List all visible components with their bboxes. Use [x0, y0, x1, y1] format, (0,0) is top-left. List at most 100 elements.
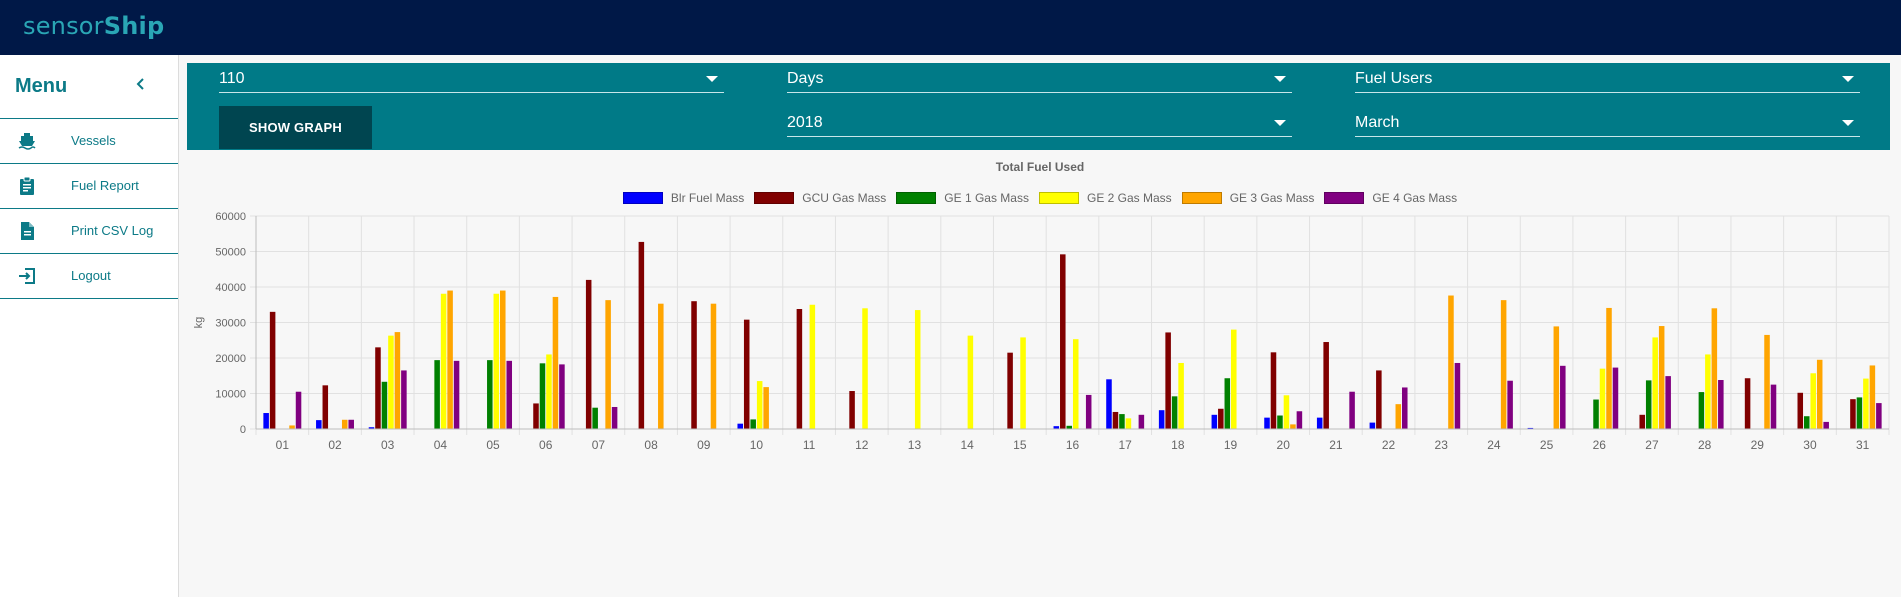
- x-tick-label: 16: [1066, 438, 1080, 452]
- bar-ge-3-gas-mass: [605, 300, 611, 429]
- bar-ge-1-gas-mass: [1593, 399, 1599, 429]
- bar-ge-2-gas-mass: [1283, 395, 1290, 429]
- bar-ge-1-gas-mass: [487, 360, 493, 429]
- sidebar-item-label: Fuel Report: [71, 178, 139, 193]
- bar-gcu-gas-mass: [691, 301, 697, 429]
- x-tick-label: 31: [1856, 438, 1870, 452]
- chart-legend: Blr Fuel Mass GCU Gas Mass GE 1 Gas Mass GE…: [179, 191, 1901, 205]
- vessel-select-value: 110: [219, 70, 245, 87]
- legend-item[interactable]: GE 2 Gas Mass: [1038, 191, 1172, 205]
- bar-blr-fuel-mass: [1527, 427, 1534, 429]
- sidebar-item-vessels[interactable]: Vessels: [0, 119, 178, 164]
- bar-ge-3-gas-mass: [1448, 295, 1454, 429]
- sidebar-item-print-csv-log[interactable]: Print CSV Log: [0, 209, 178, 254]
- bar-ge-1-gas-mass: [434, 360, 440, 429]
- bar-ge-2-gas-mass: [1705, 354, 1711, 429]
- bar-gcu-gas-mass: [322, 385, 329, 429]
- legend-swatch: [896, 192, 937, 204]
- bar-ge-3-gas-mass: [447, 290, 453, 429]
- bar-ge-1-gas-mass: [1645, 380, 1652, 429]
- bar-gcu-gas-mass: [1376, 370, 1382, 429]
- bar-ge-3-gas-mass: [1290, 424, 1296, 429]
- x-tick-label: 30: [1803, 438, 1817, 452]
- bar-ge-1-gas-mass: [1803, 416, 1810, 429]
- y-tick-label: 50000: [215, 247, 246, 259]
- bar-ge-2-gas-mass: [809, 304, 816, 429]
- bar-ge-3-gas-mass: [763, 387, 769, 429]
- legend-label: GCU Gas Mass: [802, 191, 887, 205]
- caret-down-icon: [1842, 76, 1854, 82]
- bar-ge-4-gas-mass: [1401, 387, 1408, 429]
- bar-gcu-gas-mass: [1007, 352, 1013, 429]
- month-select[interactable]: March: [1355, 107, 1860, 137]
- bar-ge-4-gas-mass: [1612, 367, 1619, 429]
- bar-ge-1-gas-mass: [1066, 425, 1073, 429]
- bar-ge-4-gas-mass: [1560, 365, 1566, 429]
- show-graph-button[interactable]: SHOW GRAPH: [219, 106, 372, 149]
- bar-ge-4-gas-mass: [1770, 384, 1777, 429]
- x-tick-label: 08: [644, 438, 658, 452]
- legend-item[interactable]: GE 4 Gas Mass: [1324, 191, 1457, 205]
- legend-swatch: [754, 192, 795, 204]
- sidebar-item-label: Logout: [71, 268, 111, 283]
- clipboard-icon: [17, 176, 37, 196]
- bar-ge-4-gas-mass: [1718, 380, 1724, 429]
- x-tick-label: 06: [539, 438, 553, 452]
- app-logo[interactable]: sensorShip: [23, 12, 164, 40]
- type-select[interactable]: Fuel Users: [1355, 63, 1860, 93]
- bar-ge-4-gas-mass: [1507, 380, 1513, 429]
- bar-ge-3-gas-mass: [1553, 326, 1560, 429]
- bar-gcu-gas-mass: [269, 311, 276, 429]
- x-tick-label: 07: [592, 438, 606, 452]
- bar-ge-4-gas-mass: [1665, 376, 1671, 429]
- x-tick-label: 10: [750, 438, 764, 452]
- y-tick-label: 20000: [215, 353, 246, 365]
- bar-blr-fuel-mass: [316, 420, 322, 429]
- legend-item[interactable]: GE 3 Gas Mass: [1181, 191, 1314, 205]
- bar-gcu-gas-mass: [1850, 399, 1856, 429]
- bar-ge-4-gas-mass: [1349, 391, 1355, 429]
- bar-ge-1-gas-mass: [1698, 392, 1705, 429]
- bar-gcu-gas-mass: [1639, 414, 1645, 429]
- caret-down-icon: [1274, 76, 1286, 82]
- menu-header: Menu: [0, 55, 178, 119]
- bar-ge-3-gas-mass: [710, 303, 717, 429]
- bar-blr-fuel-mass: [737, 423, 744, 429]
- bar-gcu-gas-mass: [1060, 254, 1066, 429]
- bar-blr-fuel-mass: [368, 427, 375, 429]
- bar-ge-4-gas-mass: [1823, 421, 1829, 429]
- chevron-left-icon[interactable]: [130, 71, 152, 97]
- bar-ge-1-gas-mass: [1171, 396, 1178, 429]
- bar-gcu-gas-mass: [849, 391, 855, 429]
- x-tick-label: 20: [1277, 438, 1291, 452]
- sidebar-item-logout[interactable]: Logout: [0, 254, 178, 299]
- legend-item[interactable]: GCU Gas Mass: [754, 191, 886, 205]
- bar-ge-1-gas-mass: [750, 419, 756, 429]
- year-select[interactable]: 2018: [787, 107, 1292, 137]
- bar-ge-3-gas-mass: [1500, 300, 1507, 429]
- bar-gcu-gas-mass: [1218, 408, 1224, 429]
- bar-ge-2-gas-mass: [914, 310, 921, 429]
- y-tick-label: 10000: [215, 389, 246, 401]
- bar-ge-2-gas-mass: [1652, 337, 1658, 429]
- legend-item[interactable]: GE 1 Gas Mass: [896, 191, 1029, 205]
- bar-blr-fuel-mass: [1158, 410, 1165, 429]
- bar-ge-1-gas-mass: [381, 381, 388, 429]
- x-tick-label: 15: [1013, 438, 1027, 452]
- sidebar-item-fuel-report[interactable]: Fuel Report: [0, 164, 178, 209]
- caret-down-icon: [1274, 120, 1286, 126]
- vessel-select[interactable]: 110: [219, 63, 724, 93]
- y-axis-label: kg: [193, 317, 205, 329]
- logo-bold-text: Ship: [103, 12, 165, 40]
- x-tick-label: 28: [1698, 438, 1712, 452]
- bar-ge-4-gas-mass: [611, 406, 618, 429]
- bar-ge-1-gas-mass: [539, 363, 546, 429]
- bar-ge-3-gas-mass: [552, 296, 559, 429]
- x-tick-label: 03: [381, 438, 395, 452]
- legend-swatch: [622, 192, 663, 204]
- legend-item[interactable]: Blr Fuel Mass: [622, 191, 744, 205]
- period-select[interactable]: Days: [787, 63, 1292, 93]
- bar-ge-4-gas-mass: [1138, 414, 1145, 429]
- x-tick-label: 23: [1435, 438, 1449, 452]
- bar-ge-2-gas-mass: [862, 308, 868, 429]
